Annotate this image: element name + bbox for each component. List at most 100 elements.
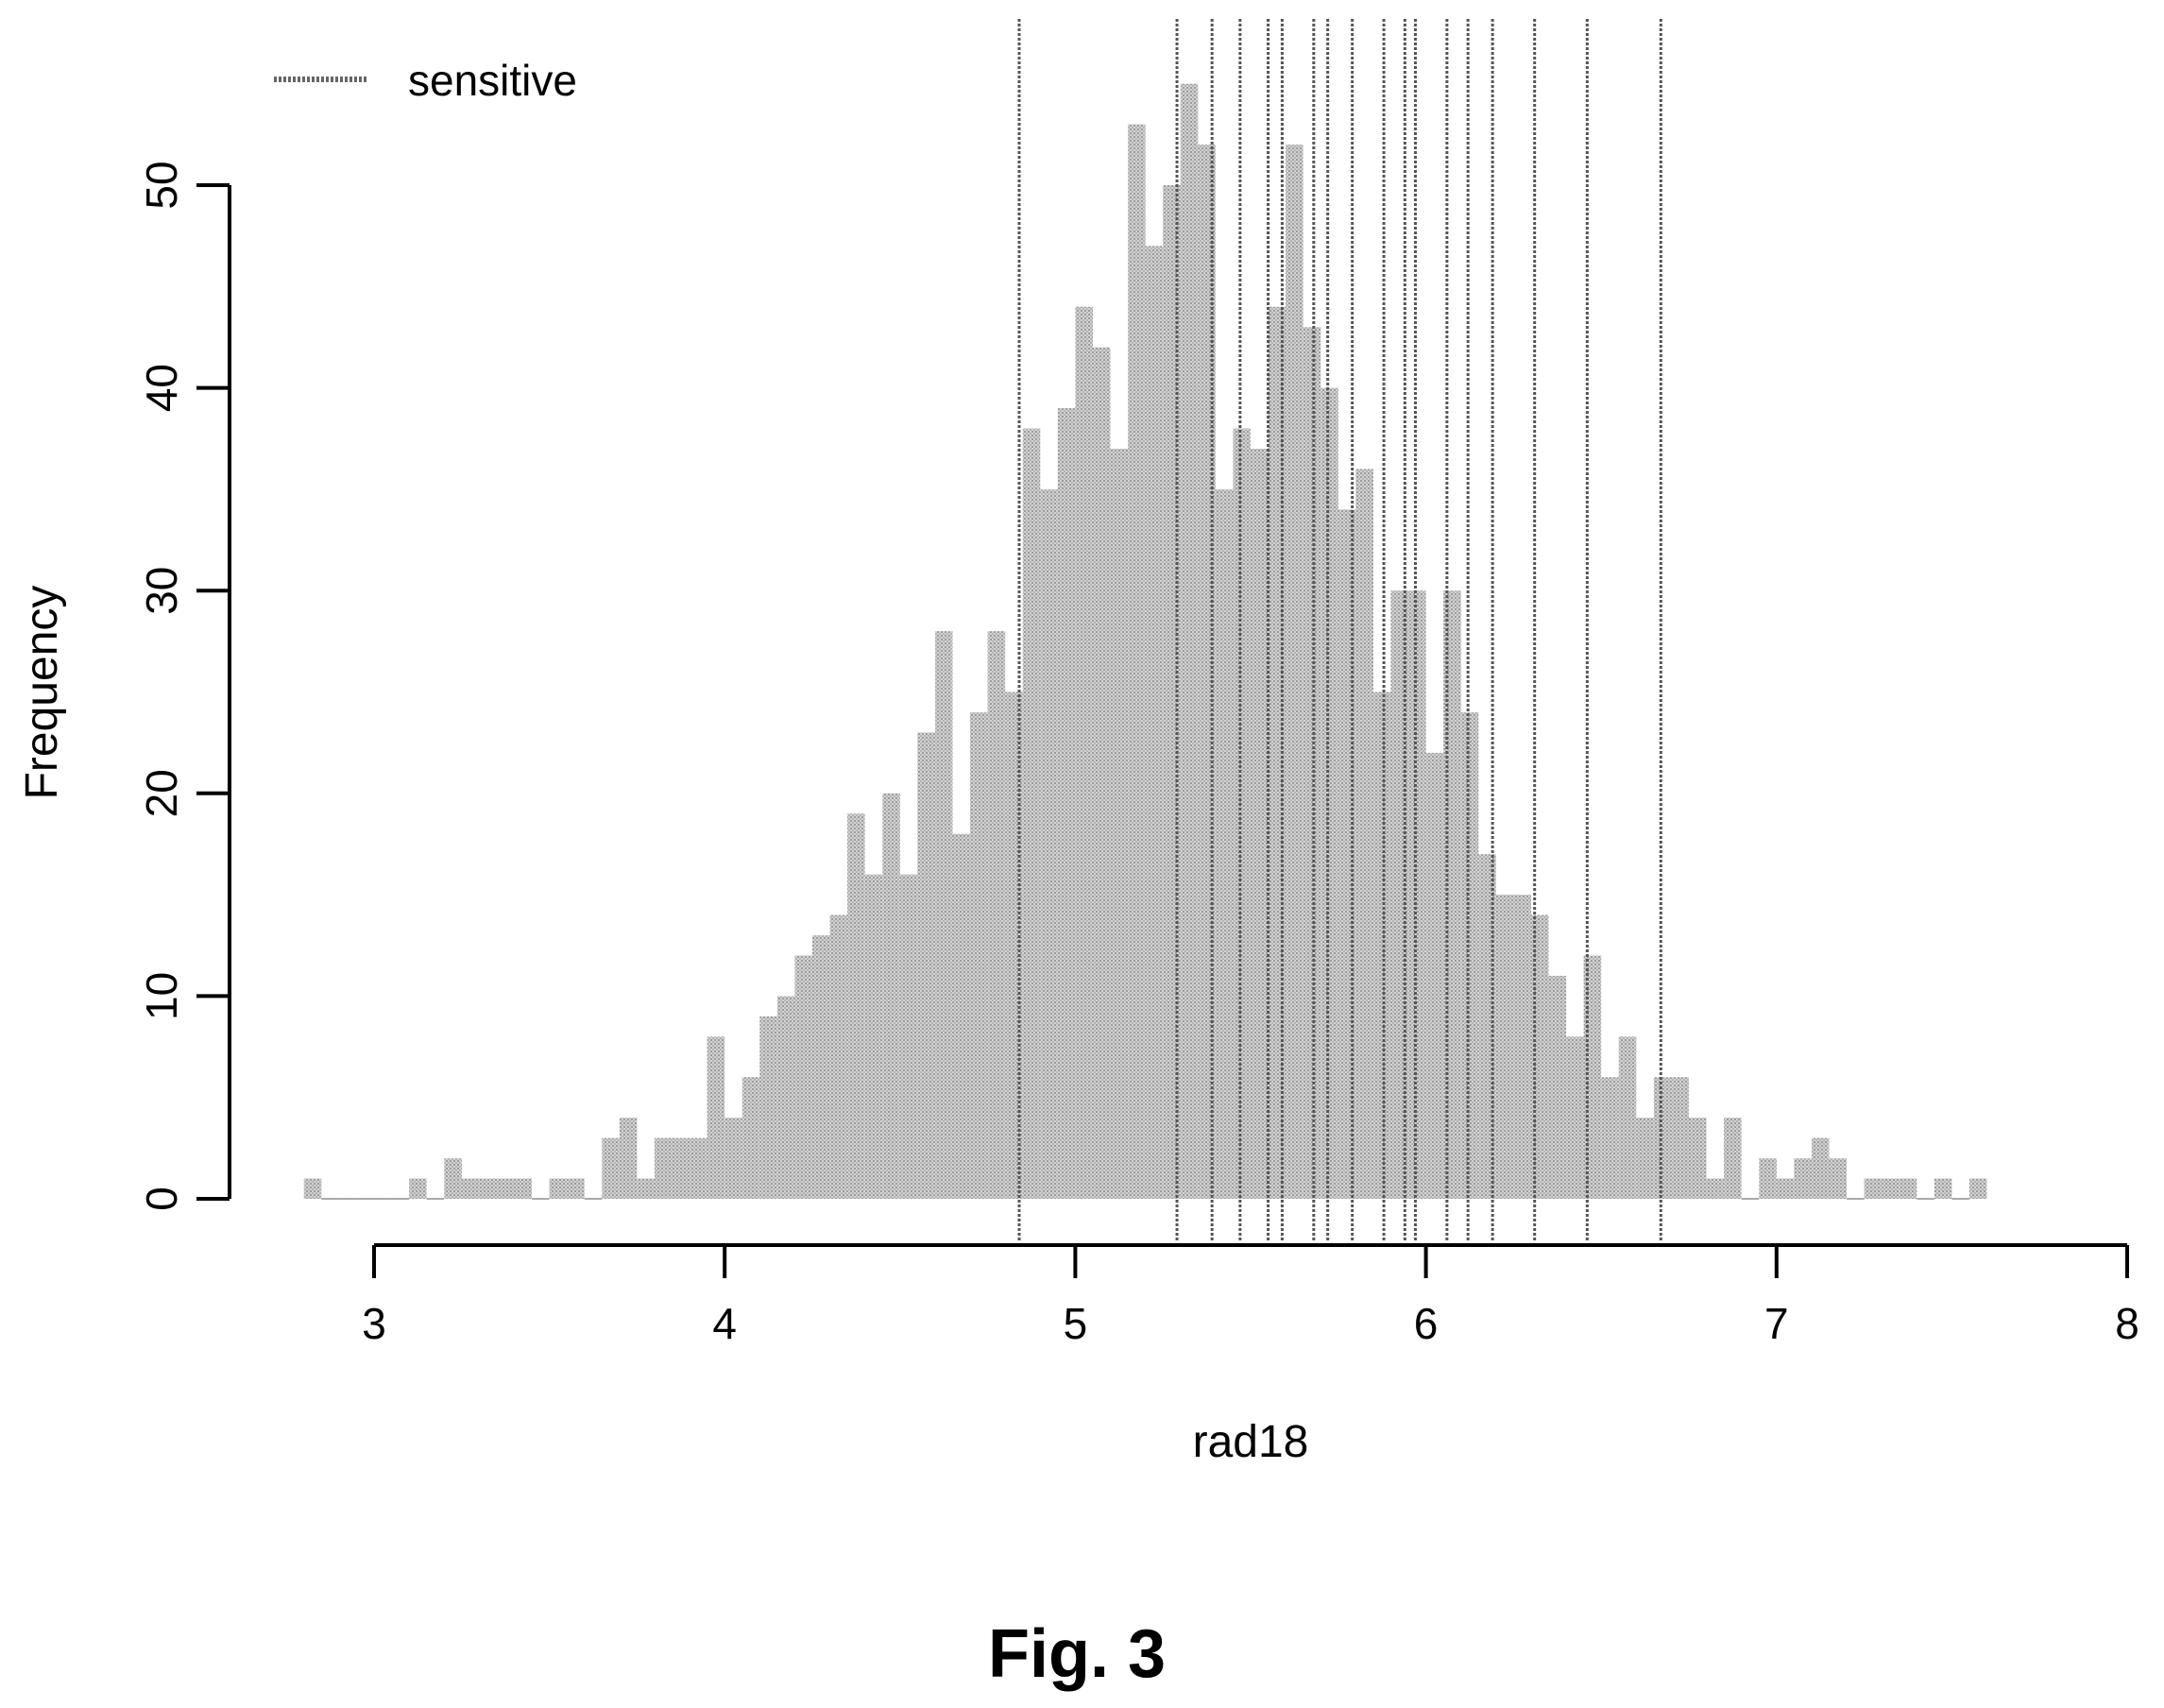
histogram-bar [864, 874, 883, 1199]
histogram-bar [1636, 1118, 1654, 1199]
histogram-bar [1303, 327, 1321, 1200]
histogram-bar [1040, 488, 1058, 1199]
histogram-bar [672, 1137, 690, 1199]
histogram-bar [496, 1178, 515, 1199]
histogram-bar [987, 631, 1006, 1199]
figure-caption: Fig. 3 [988, 1616, 1166, 1692]
histogram-bar [1321, 387, 1338, 1200]
x-tick-label: 7 [1764, 1299, 1789, 1348]
histogram-bar [654, 1137, 673, 1199]
histogram-bar [1128, 124, 1146, 1199]
histogram-bar [1092, 347, 1111, 1199]
histogram-bar [1495, 895, 1514, 1199]
histogram-bar [899, 874, 918, 1199]
x-tick-label: 8 [2115, 1299, 2139, 1348]
histogram-bar [1548, 975, 1567, 1199]
y-tick-label: 0 [137, 1187, 186, 1211]
histogram-bar [1022, 428, 1041, 1199]
x-axis-title: rad18 [1193, 1417, 1309, 1467]
histogram-bar [1934, 1178, 1952, 1199]
histogram-bar [1215, 488, 1234, 1199]
legend: sensitive [274, 56, 577, 105]
histogram-bar [1829, 1158, 1848, 1199]
x-tick-label: 3 [362, 1299, 386, 1348]
histogram-bar [1355, 469, 1373, 1199]
histogram-bar [1794, 1158, 1812, 1199]
histogram-bar [1530, 914, 1549, 1199]
histogram-bar [794, 955, 812, 1199]
histogram-bar [1408, 590, 1426, 1199]
histogram-bar [1618, 1036, 1637, 1199]
histogram-bar [690, 1137, 707, 1199]
histogram-bar [1110, 448, 1129, 1200]
histogram-bar [409, 1178, 427, 1199]
histogram-bars [303, 83, 1987, 1200]
histogram-bar [303, 1178, 322, 1199]
histogram-bar [1075, 306, 1093, 1199]
histogram-bar [1689, 1118, 1707, 1199]
y-tick-label: 50 [137, 161, 186, 209]
histogram-bar [1057, 408, 1076, 1199]
histogram-bar [917, 732, 935, 1199]
histogram-bar [1776, 1178, 1795, 1199]
histogram-bar [952, 833, 971, 1199]
histogram-bar [1899, 1178, 1917, 1199]
histogram-bar [602, 1137, 620, 1199]
histogram-bar [741, 1077, 760, 1199]
histogram-bar [882, 793, 900, 1199]
histogram-bar [707, 1036, 725, 1199]
histogram-bar [1425, 752, 1444, 1199]
histogram-bar [1286, 145, 1304, 1200]
y-tick-label: 20 [137, 769, 186, 817]
histogram-bar [1671, 1077, 1689, 1199]
histogram-bar [1882, 1178, 1900, 1199]
x-tick-label: 4 [712, 1299, 737, 1348]
histogram-bar [970, 711, 988, 1199]
histogram-bar [759, 1016, 777, 1199]
y-tick-label: 30 [137, 567, 186, 615]
histogram-bar [1251, 448, 1269, 1200]
histogram-bar [847, 813, 865, 1199]
histogram-bar [776, 996, 795, 1199]
histogram-bar [514, 1178, 533, 1199]
histogram-bar [1759, 1158, 1777, 1199]
histogram-bar [1706, 1178, 1725, 1199]
histogram-bar [724, 1118, 742, 1199]
legend-label: sensitive [408, 56, 577, 105]
histogram-bar [1601, 1077, 1619, 1199]
histogram-bar [812, 935, 830, 1199]
sensitive-lines [1017, 19, 1662, 1241]
histogram-bar [934, 631, 953, 1199]
histogram-bar [1653, 1077, 1672, 1199]
histogram-bar [479, 1178, 497, 1199]
histogram-bar [1460, 711, 1479, 1199]
histogram-bar [637, 1178, 655, 1199]
histogram-bar [829, 914, 848, 1199]
histogram-bar [567, 1178, 585, 1199]
histogram-bar [1233, 428, 1251, 1199]
histogram-bar [1724, 1118, 1742, 1199]
x-axis: 3 4 5 6 7 8 [362, 1243, 2139, 1348]
histogram-bar [1372, 692, 1391, 1199]
x-tick-label: 5 [1064, 1299, 1088, 1348]
x-tick-label: 6 [1414, 1299, 1439, 1348]
histogram-bar [1338, 509, 1356, 1199]
histogram-bar [549, 1178, 568, 1199]
y-axis-ticks: 0 10 20 30 40 50 [137, 161, 230, 1211]
histogram-bar [1145, 246, 1164, 1199]
histogram-bar [1811, 1137, 1830, 1199]
histogram-bar [461, 1178, 480, 1199]
histogram-bar [444, 1158, 462, 1199]
histogram-bar [619, 1118, 638, 1199]
y-axis: 0 10 20 30 40 50 [137, 161, 231, 1211]
histogram-bar [1180, 83, 1199, 1200]
x-axis-ticks: 3 4 5 6 7 8 [362, 1245, 2139, 1348]
y-tick-label: 10 [137, 972, 186, 1020]
histogram-bar [1864, 1178, 1883, 1199]
histogram-bar [1513, 895, 1531, 1199]
histogram-bar [1968, 1178, 1987, 1199]
histogram-bar [1566, 1036, 1584, 1199]
y-axis-title: Frequency [17, 586, 67, 800]
y-tick-label: 40 [137, 364, 186, 412]
